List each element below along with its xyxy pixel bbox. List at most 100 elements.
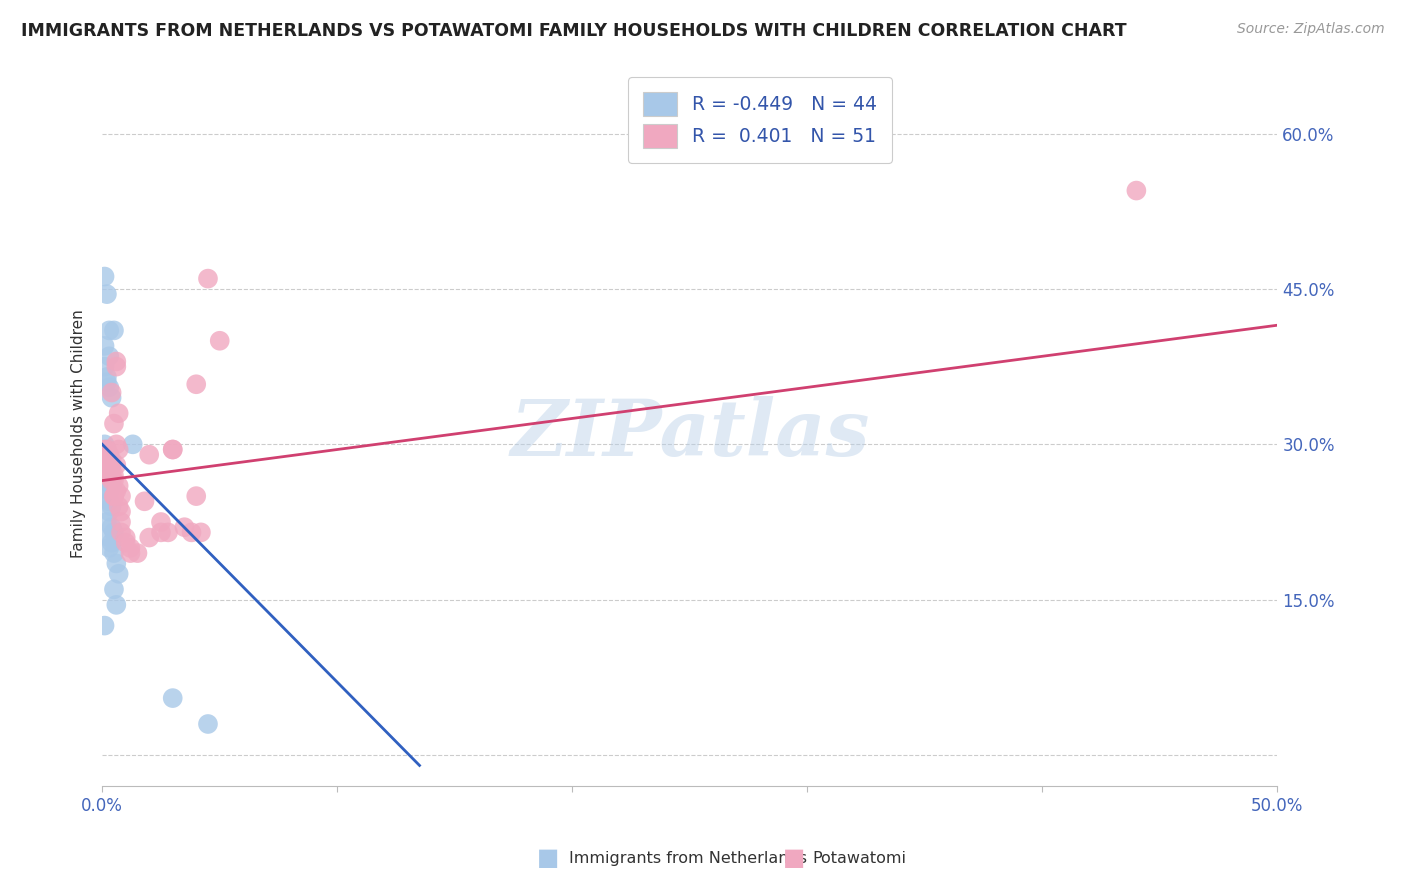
Point xyxy=(180,525,202,540)
Point xyxy=(197,717,219,731)
Point xyxy=(96,370,118,384)
Point xyxy=(121,437,143,451)
Point xyxy=(105,557,128,571)
Point xyxy=(100,458,122,472)
Point xyxy=(107,500,129,514)
Point xyxy=(98,448,121,462)
Point xyxy=(96,442,118,457)
Point xyxy=(103,417,125,431)
Point xyxy=(186,377,208,392)
Point xyxy=(105,458,128,472)
Point xyxy=(98,463,121,477)
Point xyxy=(208,334,231,348)
Text: ZIPatlas: ZIPatlas xyxy=(510,396,869,472)
Point xyxy=(96,468,118,483)
Point xyxy=(103,474,125,488)
Point xyxy=(110,515,132,529)
Point xyxy=(127,546,149,560)
Point xyxy=(103,525,125,540)
Point xyxy=(107,479,129,493)
Point xyxy=(98,541,121,555)
Point xyxy=(98,531,121,545)
Point xyxy=(96,458,118,472)
Point xyxy=(100,474,122,488)
Point xyxy=(105,483,128,498)
Point xyxy=(93,618,115,632)
Point xyxy=(107,442,129,457)
Point xyxy=(96,489,118,503)
Point xyxy=(93,339,115,353)
Point xyxy=(98,380,121,394)
Point xyxy=(96,375,118,389)
Point xyxy=(138,531,160,545)
Point xyxy=(100,468,122,483)
Point xyxy=(96,468,118,483)
Point xyxy=(98,463,121,477)
Point xyxy=(197,271,219,285)
Point xyxy=(93,442,115,457)
Point xyxy=(100,520,122,534)
Point xyxy=(100,453,122,467)
Point xyxy=(96,515,118,529)
Point xyxy=(100,479,122,493)
Y-axis label: Family Households with Children: Family Households with Children xyxy=(72,310,86,558)
Point xyxy=(110,505,132,519)
Point xyxy=(103,582,125,597)
Point xyxy=(157,525,180,540)
Point xyxy=(98,458,121,472)
Text: IMMIGRANTS FROM NETHERLANDS VS POTAWATOMI FAMILY HOUSEHOLDS WITH CHILDREN CORREL: IMMIGRANTS FROM NETHERLANDS VS POTAWATOM… xyxy=(21,22,1126,40)
Point xyxy=(149,525,172,540)
Point xyxy=(98,323,121,337)
Point xyxy=(162,442,184,457)
Point xyxy=(93,437,115,451)
Point xyxy=(96,287,118,301)
Point xyxy=(93,453,115,467)
Point xyxy=(98,448,121,462)
Point xyxy=(173,520,195,534)
Point xyxy=(103,546,125,560)
Point xyxy=(120,546,142,560)
Point xyxy=(98,453,121,467)
Point xyxy=(149,515,172,529)
Point xyxy=(114,531,136,545)
Text: Source: ZipAtlas.com: Source: ZipAtlas.com xyxy=(1237,22,1385,37)
Point xyxy=(105,354,128,368)
Point xyxy=(103,489,125,503)
Point xyxy=(103,323,125,337)
Point xyxy=(1125,184,1147,198)
Point xyxy=(100,385,122,400)
Point xyxy=(98,483,121,498)
Point xyxy=(162,691,184,706)
Point xyxy=(107,566,129,581)
Point xyxy=(100,500,122,514)
Point xyxy=(96,442,118,457)
Point xyxy=(114,535,136,549)
Point xyxy=(100,535,122,549)
Point xyxy=(98,349,121,363)
Point xyxy=(100,391,122,405)
Text: Immigrants from Netherlands: Immigrants from Netherlands xyxy=(569,851,807,865)
Point xyxy=(93,474,115,488)
Point xyxy=(98,494,121,508)
Point xyxy=(105,437,128,451)
Point xyxy=(105,359,128,374)
Point xyxy=(138,448,160,462)
Point xyxy=(120,541,142,555)
Point xyxy=(105,598,128,612)
Point xyxy=(186,489,208,503)
Text: Potawatomi: Potawatomi xyxy=(813,851,907,865)
Point xyxy=(98,505,121,519)
Text: ■: ■ xyxy=(537,847,560,870)
Point xyxy=(110,489,132,503)
Point xyxy=(96,474,118,488)
Point xyxy=(103,489,125,503)
Point xyxy=(96,453,118,467)
Text: ■: ■ xyxy=(783,847,806,870)
Point xyxy=(134,494,156,508)
Point xyxy=(100,458,122,472)
Point xyxy=(110,525,132,540)
Point xyxy=(162,442,184,457)
Legend: R = -0.449   N = 44, R =  0.401   N = 51: R = -0.449 N = 44, R = 0.401 N = 51 xyxy=(628,77,893,162)
Point xyxy=(103,468,125,483)
Point xyxy=(190,525,212,540)
